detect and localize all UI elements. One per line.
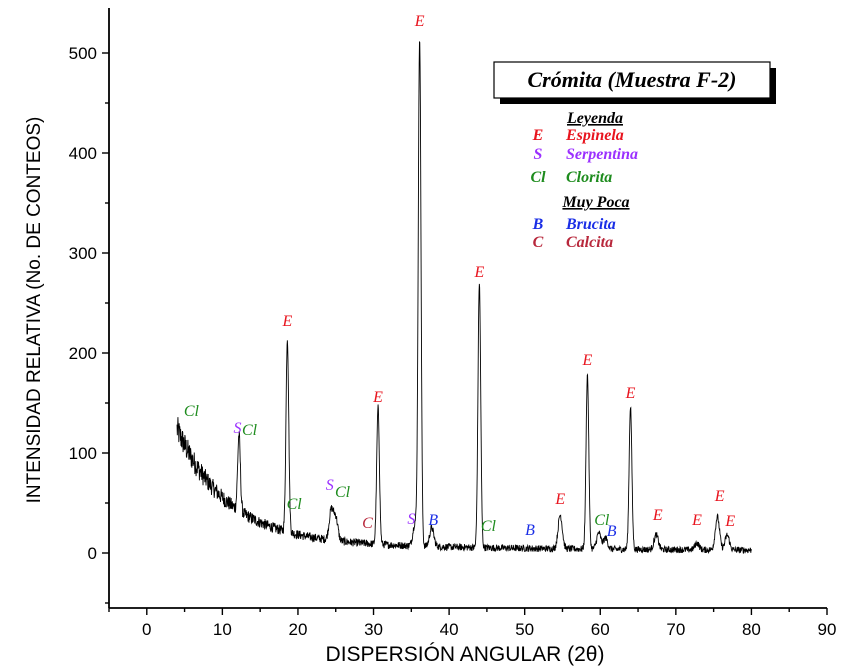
peak-label: S: [407, 511, 415, 528]
y-tick-label: 100: [69, 444, 97, 463]
x-tick-label: 60: [591, 620, 610, 639]
peak-label: E: [281, 313, 292, 330]
diffraction-trace: [176, 41, 752, 555]
legend: Crómita (Muestra F-2) Leyenda Muy Poca E…: [493, 61, 776, 251]
x-tick-label: 20: [288, 620, 307, 639]
peak-label: E: [714, 488, 725, 505]
x-tick-label: 30: [364, 620, 383, 639]
y-tick-label: 500: [69, 44, 97, 63]
peak-label: E: [554, 491, 565, 508]
peak-label: Cl: [594, 512, 610, 529]
y-tick-label: 200: [69, 344, 97, 363]
peak-label: Cl: [335, 484, 351, 501]
xrd-series-line: [176, 41, 752, 555]
peak-label: S: [233, 420, 241, 437]
x-tick-label: 10: [213, 620, 232, 639]
legend-subheading: Muy Poca: [561, 194, 629, 211]
legend-symbol: S: [534, 146, 543, 163]
legend-item-name: Calcita: [566, 234, 613, 251]
peak-label: E: [691, 512, 702, 529]
x-axis-ticks: 0 10 20 30 40 50 60 70 80 90: [108, 608, 837, 639]
x-tick-label: 50: [515, 620, 534, 639]
title-box: [493, 61, 771, 99]
legend-symbol: C: [533, 234, 544, 251]
peak-label: B: [607, 523, 617, 540]
legend-item-name: Brucita: [565, 216, 616, 233]
peak-label: E: [582, 352, 593, 369]
y-tick-label: 400: [69, 144, 97, 163]
peak-label: Cl: [481, 518, 497, 535]
y-axis-ticks: 0 100 200 300 400 500: [69, 44, 109, 604]
peak-label: E: [625, 385, 636, 402]
y-tick-label: 0: [88, 544, 97, 563]
peak-label: E: [652, 507, 663, 524]
plot-frame: [108, 8, 827, 609]
chart-title: Crómita (Muestra F-2): [527, 67, 736, 92]
peak-label: E: [372, 389, 383, 406]
peak-label: E: [473, 264, 484, 281]
y-axis-label: INTENSIDAD RELATIVA (No. DE CONTEOS): [24, 117, 45, 504]
peak-label: Cl: [287, 496, 303, 513]
y-tick-label: 300: [69, 244, 97, 263]
peak-label: S: [326, 477, 334, 494]
legend-item-name: Clorita: [566, 169, 612, 186]
peak-label: Cl: [184, 403, 200, 420]
x-axis-label: DISPERSIÓN ANGULAR (2θ): [326, 643, 605, 666]
x-tick-label: 0: [142, 620, 151, 639]
legend-item-name: Serpentina: [566, 146, 638, 163]
x-tick-label: 90: [818, 620, 837, 639]
peak-label: B: [428, 512, 438, 529]
legend-heading: Leyenda: [566, 110, 623, 127]
peak-label: B: [525, 522, 535, 539]
peak-label: E: [414, 13, 425, 30]
legend-symbol: B: [532, 216, 544, 233]
x-tick-label: 80: [742, 620, 761, 639]
legend-symbol: E: [532, 127, 544, 144]
legend-item-name: Espinela: [565, 127, 624, 144]
peak-label: C: [362, 515, 373, 532]
x-tick-label: 40: [440, 620, 459, 639]
peak-label: E: [724, 513, 735, 530]
legend-symbol: Cl: [530, 169, 546, 186]
peak-label: Cl: [242, 422, 258, 439]
x-tick-label: 70: [666, 620, 685, 639]
